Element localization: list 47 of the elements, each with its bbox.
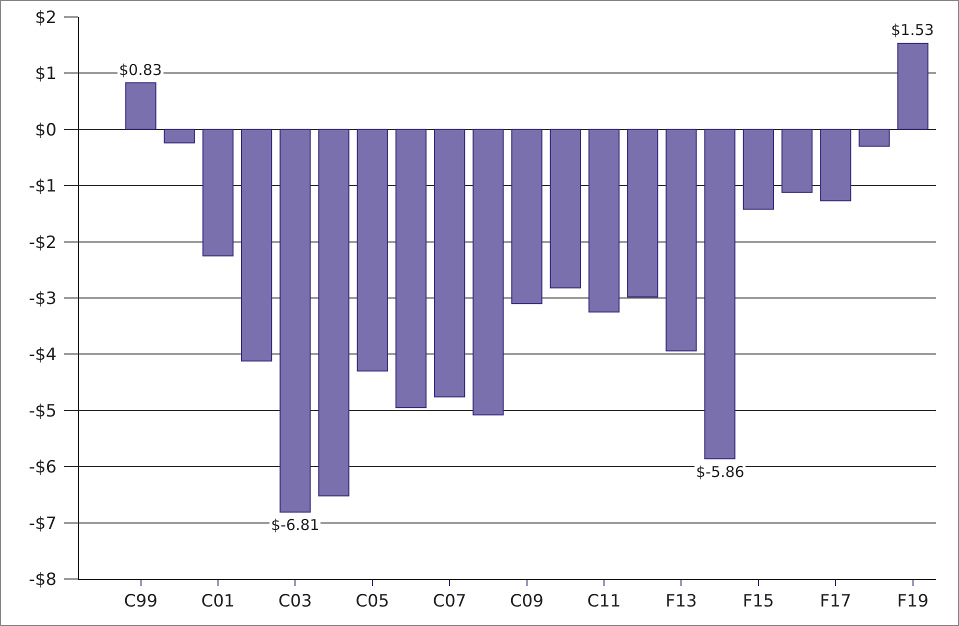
bar (820, 128, 852, 202)
y-tick-label: $1 (34, 64, 57, 84)
x-tick-label: C07 (432, 591, 466, 612)
bar (356, 128, 388, 372)
x-tick-label: F17 (820, 591, 852, 612)
x-tick-label: F13 (666, 591, 697, 612)
x-tick-label: C11 (587, 591, 621, 612)
bar (858, 128, 890, 147)
x-tick-label: C09 (510, 591, 544, 612)
x-tick-label: C03 (278, 591, 312, 612)
bar (666, 128, 697, 352)
y-tick-label: -$2 (28, 232, 57, 253)
bar (472, 128, 504, 416)
y-tick-label: $0 (34, 120, 57, 140)
y-tick-label: -$6 (28, 458, 57, 478)
bar (897, 42, 928, 130)
data-label: $1.53 (891, 21, 934, 39)
bar (280, 128, 311, 513)
data-label: $-6.81 (271, 516, 320, 534)
bar (202, 128, 234, 256)
y-tick-label: -$3 (28, 288, 57, 309)
bar (395, 128, 427, 408)
data-label: $0.83 (119, 61, 162, 79)
x-tick-label: C01 (201, 591, 235, 612)
bar (164, 128, 195, 144)
bar (704, 128, 736, 460)
bar (781, 128, 813, 193)
y-tick-label: -$5 (28, 401, 57, 422)
bar (318, 128, 350, 496)
bar (550, 128, 581, 288)
y-tick-label: -$8 (28, 570, 57, 590)
y-tick-label: -$1 (28, 176, 57, 197)
x-tick-label: C99 (124, 591, 158, 612)
x-tick-label: F19 (897, 591, 929, 612)
bar (742, 128, 774, 210)
bar (241, 128, 272, 362)
bar (627, 128, 658, 298)
data-label: $-5.86 (696, 463, 744, 481)
y-tick-label: -$4 (28, 345, 57, 366)
bar (588, 128, 620, 313)
bar (511, 128, 542, 304)
x-tick-label: C05 (356, 591, 390, 612)
y-tick-label: $2 (34, 8, 57, 28)
bar (434, 128, 466, 398)
y-tick-label: -$7 (28, 514, 57, 534)
bar (125, 82, 156, 130)
x-tick-label: F15 (742, 591, 774, 612)
